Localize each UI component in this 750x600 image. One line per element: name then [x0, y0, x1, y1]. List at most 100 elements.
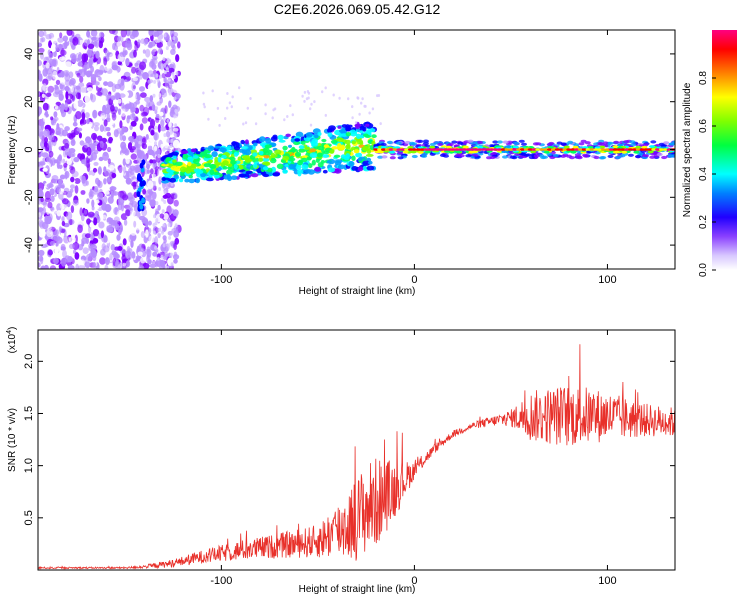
noise-blob — [91, 132, 98, 141]
noise-blob — [48, 59, 56, 67]
signal-blob — [351, 140, 357, 145]
noise-blob — [77, 99, 84, 108]
noise-blob — [59, 56, 66, 61]
noise-blob — [57, 155, 62, 165]
signal-blob — [239, 164, 244, 170]
signal-blob — [184, 178, 190, 183]
noise-blob — [106, 176, 111, 183]
noise-blob — [72, 121, 78, 127]
signal-blob — [315, 158, 320, 163]
noise-blob — [63, 163, 68, 168]
signal-blob — [363, 133, 369, 137]
noise-blob — [85, 237, 90, 245]
noise-blob — [58, 226, 62, 233]
noise-blob — [218, 123, 221, 127]
noise-blob — [104, 169, 112, 177]
noise-blob — [361, 97, 364, 101]
signal-blob — [262, 157, 270, 162]
noise-blob — [102, 151, 109, 161]
noise-blob — [238, 86, 241, 90]
noise-blob — [71, 95, 75, 101]
noise-blob — [137, 251, 143, 257]
noise-blob — [76, 72, 81, 78]
noise-blob — [122, 258, 128, 264]
noise-blob — [376, 94, 379, 98]
signal-blob — [301, 164, 309, 170]
signal-blob — [353, 149, 360, 154]
noise-blob — [125, 58, 130, 66]
noise-blob — [271, 116, 274, 120]
noise-blob — [107, 94, 112, 100]
signal-blob — [291, 146, 296, 153]
noise-blob — [131, 66, 137, 74]
noise-blob — [144, 249, 151, 254]
signal-core — [572, 145, 579, 149]
noise-blob — [173, 251, 178, 257]
noise-blob — [113, 216, 120, 224]
noise-blob — [106, 131, 112, 137]
spectrogram-x-label: Height of straight line (km) — [299, 286, 416, 297]
noise-blob — [246, 106, 249, 110]
noise-blob — [85, 70, 93, 77]
signal-halo — [578, 142, 585, 146]
noise-blob — [354, 121, 358, 125]
noise-blob — [104, 107, 111, 115]
noise-blob — [129, 135, 135, 141]
noise-blob — [151, 191, 157, 200]
noise-blob — [135, 164, 141, 173]
colorbar-ticks: 0.0 0.2 0.4 0.6 0.8 — [698, 71, 716, 277]
signal-peak — [520, 148, 525, 151]
signal-peak — [562, 148, 568, 151]
signal-blob — [187, 161, 192, 167]
noise-blob — [84, 233, 92, 239]
signal-blob — [337, 164, 345, 170]
signal-halo — [668, 142, 675, 146]
signal-blob — [172, 154, 177, 160]
signal-blob — [167, 172, 173, 178]
signal-halo — [566, 154, 572, 158]
signal-halo — [489, 155, 496, 160]
noise-blob — [158, 47, 163, 55]
signal-halo — [667, 154, 674, 158]
noise-blob — [92, 110, 96, 119]
noise-blob — [168, 91, 172, 96]
signal-core — [633, 150, 640, 154]
noise-blob — [110, 125, 114, 135]
noise-blob — [154, 36, 158, 44]
x-tick-label: 100 — [598, 575, 616, 587]
signal-peak — [415, 148, 421, 151]
noise-blob — [169, 63, 174, 69]
spectrogram-x-ticks: -100 0 100 — [210, 30, 617, 286]
signal-blob — [262, 166, 269, 171]
signal-blob — [166, 167, 172, 173]
signal-peak — [547, 148, 552, 151]
signal-halo — [467, 139, 474, 143]
noise-blob — [116, 234, 121, 241]
signal-blob — [288, 163, 296, 170]
noise-blob — [78, 220, 84, 226]
noise-blob — [130, 230, 137, 236]
noise-blob — [144, 38, 149, 45]
noise-blob — [159, 259, 165, 268]
noise-blob — [164, 92, 168, 97]
noise-blob — [231, 95, 234, 99]
noise-blob — [147, 259, 152, 265]
noise-blob — [103, 81, 109, 86]
noise-blob — [72, 90, 77, 96]
noise-blob — [98, 156, 104, 162]
noise-blob — [104, 264, 109, 269]
noise-blob — [126, 170, 132, 178]
streak-blob — [136, 191, 141, 198]
noise-blob — [163, 141, 169, 149]
noise-blob — [60, 80, 66, 85]
noise-blob — [125, 260, 131, 268]
signal-blob — [371, 134, 377, 139]
signal-blob — [258, 136, 266, 143]
noise-blob — [112, 43, 116, 50]
noise-blob — [111, 83, 117, 93]
snr-y-ticks: 0.5 1.0 1.5 2.0 — [23, 354, 675, 525]
noise-blob — [207, 117, 210, 121]
noise-blob — [111, 139, 118, 149]
noise-blob — [211, 89, 214, 93]
signal-peak — [608, 148, 614, 151]
